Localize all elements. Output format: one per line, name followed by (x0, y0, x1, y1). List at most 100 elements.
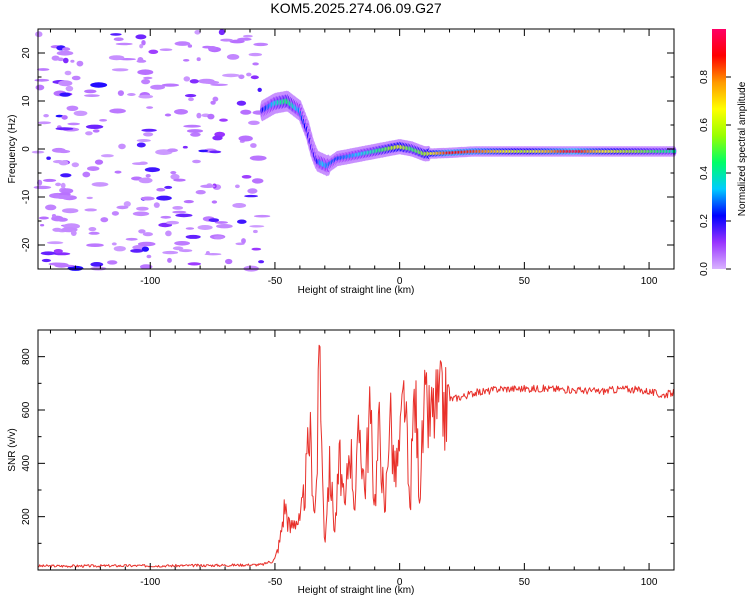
noise-blob (58, 80, 73, 87)
noise-blob (195, 190, 206, 195)
noise-blob (114, 170, 122, 174)
spectrogram-x-ticks: -100 -50 0 50 100 (49, 29, 675, 287)
noise-blob (94, 159, 104, 165)
noise-blob (189, 79, 199, 84)
noise-blob (183, 76, 191, 82)
noise-blob (218, 29, 225, 36)
noise-blob (108, 55, 125, 61)
noise-blob (204, 80, 220, 85)
noise-blob (188, 97, 194, 102)
noise-blob (182, 145, 188, 149)
noise-blob (84, 94, 100, 97)
noise-blob (40, 224, 45, 227)
spectrogram-y-ticks: -20 -10 0 10 20 (21, 28, 674, 270)
noise-blob (73, 110, 88, 117)
noise-blob (238, 135, 253, 142)
noise-blob (183, 200, 194, 204)
noise-blob (252, 62, 259, 66)
noise-blob (143, 76, 153, 80)
noise-blob (257, 87, 262, 92)
noise-blob (116, 205, 129, 210)
spectrogram-y-tick-label: -10 (21, 189, 32, 204)
noise-blob (54, 195, 71, 199)
noise-blob (88, 227, 97, 232)
noise-blob (173, 178, 186, 182)
noise-blob (174, 241, 191, 246)
noise-blob (135, 34, 147, 40)
noise-blob (60, 173, 72, 178)
noise-blob (139, 44, 144, 49)
noise-blob (143, 132, 154, 137)
noise-blob (175, 213, 193, 218)
noise-blob (82, 171, 91, 178)
noise-blob (141, 246, 149, 252)
noise-blob (253, 214, 271, 218)
noise-blob (220, 38, 234, 42)
noise-blob (84, 208, 97, 212)
snr-x-label: Height of straight line (km) (298, 585, 415, 596)
noise-blob (196, 112, 202, 119)
colorbar: 0.0 0.2 0.4 0.6 0.8 Normalized spectral ampl… (699, 29, 748, 276)
noise-blob (115, 42, 133, 46)
noise-blob (145, 174, 151, 178)
noise-blob (138, 177, 153, 184)
spectrogram-noise-blobs (31, 29, 271, 272)
noise-blob (184, 94, 197, 98)
noise-blob (56, 217, 68, 222)
noise-blob (207, 46, 217, 51)
noise-blob (51, 214, 57, 218)
noise-blob (194, 30, 201, 35)
noise-blob (172, 206, 184, 210)
noise-blob (207, 113, 215, 120)
noise-blob (111, 242, 117, 246)
noise-blob (70, 59, 75, 63)
noise-blob (113, 246, 126, 252)
noise-blob (141, 40, 146, 46)
noise-blob (110, 33, 122, 36)
noise-blob (38, 216, 50, 220)
noise-blob (90, 262, 104, 267)
noise-blob (196, 57, 201, 62)
colorbar-gradient (712, 29, 726, 269)
noise-blob (159, 48, 173, 51)
noise-blob (174, 41, 191, 46)
noise-blob (136, 142, 146, 148)
noise-blob (187, 262, 201, 266)
noise-blob (136, 139, 151, 142)
snr-x-tick-label: 100 (641, 577, 658, 588)
noise-blob (225, 258, 233, 265)
noise-blob (208, 218, 220, 223)
noise-blob (58, 160, 69, 166)
noise-blob (34, 78, 50, 82)
snr-x-tick-label: -50 (268, 577, 283, 588)
noise-blob (244, 194, 258, 198)
noise-blob (138, 94, 154, 99)
noise-blob (125, 237, 138, 241)
noise-blob (76, 60, 84, 67)
noise-blob (88, 231, 100, 235)
noise-blob (57, 57, 65, 62)
noise-blob (86, 243, 104, 247)
noise-blob (37, 68, 50, 71)
figure-title: KOM5.2025.274.06.09.G27 (270, 0, 441, 16)
noise-blob (66, 105, 79, 112)
noise-blob (101, 154, 114, 158)
noise-blob (55, 182, 62, 187)
colorbar-tick-label: 0.6 (699, 118, 710, 132)
noise-blob (183, 59, 190, 62)
snr-frame (37, 329, 675, 571)
noise-blob (118, 143, 126, 150)
noise-blob (37, 121, 52, 125)
noise-blob (200, 184, 216, 188)
noise-blob (232, 203, 247, 208)
noise-blob (164, 113, 172, 117)
noise-blob (156, 195, 172, 201)
noise-blob (53, 249, 63, 254)
noise-blob (140, 264, 153, 270)
noise-blob (248, 52, 262, 57)
noise-blob (111, 211, 119, 216)
colorbar-label: Normalized spectral amplitude (737, 81, 748, 216)
colorbar-ticks: 0.0 0.2 0.4 0.6 0.8 (699, 70, 731, 276)
spectrogram-x-tick-label: 0 (397, 276, 403, 287)
